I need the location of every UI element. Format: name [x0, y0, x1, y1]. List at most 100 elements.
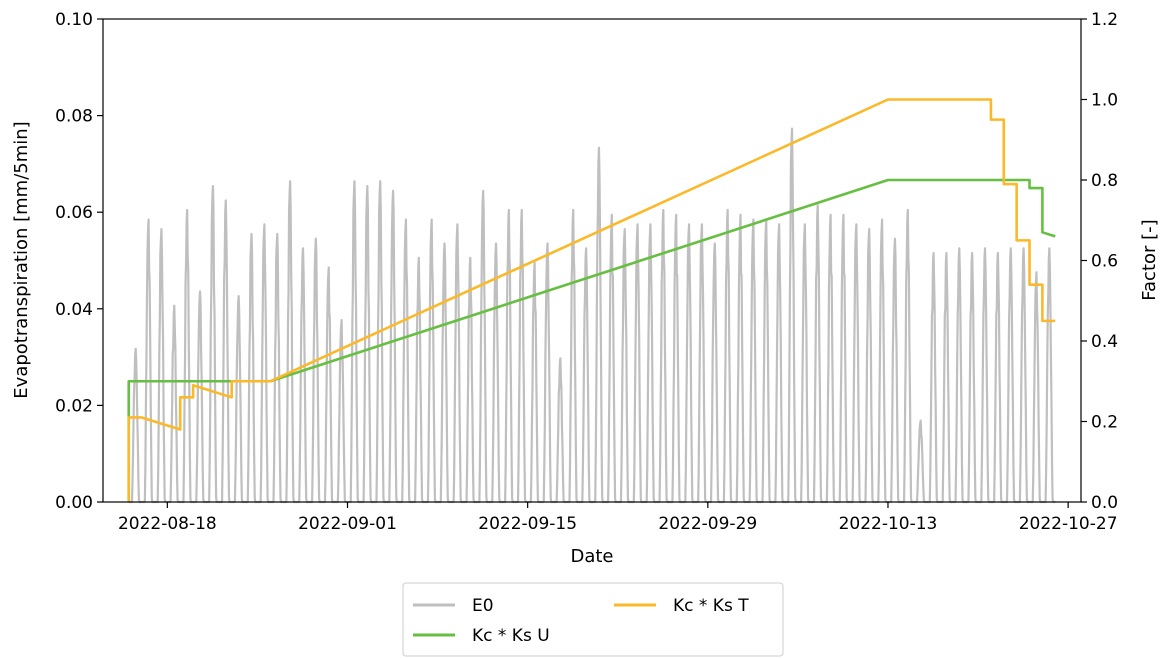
e0-day-cycle — [385, 189, 400, 504]
x-tick-label: 2022-10-13 — [839, 514, 938, 534]
y2-tick-label: 1.2 — [1091, 10, 1118, 30]
x-tick-label: 2022-09-01 — [298, 514, 397, 534]
y-tick-label: 0.04 — [55, 300, 93, 320]
e0-day-cycle — [591, 146, 606, 504]
e0-day-cycle — [951, 247, 966, 504]
e0-day-cycle — [630, 223, 645, 504]
e0-day-cycle — [707, 242, 722, 504]
e0-day-cycle — [810, 204, 825, 504]
e0-day-cycle — [321, 266, 336, 504]
e0-day-cycle — [758, 218, 773, 504]
e0-day-cycle — [308, 237, 323, 504]
e0-day-cycle — [874, 218, 889, 504]
y-tick-label: 0.02 — [55, 396, 93, 416]
legend-e0-label: E0 — [472, 596, 494, 616]
e0-day-cycle — [153, 228, 168, 504]
e0-day-cycle — [514, 208, 529, 504]
e0-day-cycle — [642, 223, 657, 504]
e0-day-cycle — [977, 247, 992, 504]
y-tick-label: 0.10 — [55, 10, 93, 30]
e0-day-cycle — [475, 189, 490, 504]
kc-ks-u-line — [127, 178, 1056, 502]
e0-day-cycle — [938, 251, 953, 504]
x-tick-label: 2022-08-18 — [118, 514, 217, 534]
e0-day-cycle — [887, 237, 902, 504]
e0-day-cycle — [449, 223, 464, 504]
e0-series — [128, 127, 1056, 504]
e0-day-cycle — [141, 218, 156, 504]
e0-day-cycle — [179, 208, 194, 504]
e0-day-cycle — [372, 180, 387, 504]
e0-day-cycle — [231, 295, 246, 504]
e0-day-cycle — [462, 256, 477, 504]
y-axis-right: 0.0 0.2 0.4 0.6 0.8 1.0 1.2 — [1081, 10, 1118, 513]
e0-day-cycle — [732, 213, 747, 504]
y2-tick-label: 0.6 — [1091, 252, 1118, 272]
e0-day-cycle — [565, 208, 580, 504]
legend: E0 Kc * Ks U Kc * Ks T — [402, 582, 784, 657]
legend-t-label: Kc * Ks T — [673, 596, 749, 616]
e0-day-cycle — [488, 242, 503, 504]
e0-day-cycle — [256, 223, 271, 504]
e0-day-cycle — [823, 213, 838, 504]
e0-day-cycle — [269, 232, 284, 504]
e0-day-cycle — [913, 419, 928, 504]
kc-ks-t-series — [127, 98, 1056, 502]
legend-box — [402, 582, 784, 657]
e0-day-cycle — [604, 213, 619, 504]
e0-day-cycle — [205, 184, 220, 504]
e0-day-cycle — [501, 208, 516, 504]
e0-day-cycle — [527, 261, 542, 504]
y2-tick-label: 1.0 — [1091, 91, 1118, 111]
e0-day-cycle — [578, 247, 593, 504]
e0-day-cycle — [694, 223, 709, 504]
y2-tick-label: 0.4 — [1091, 332, 1118, 352]
kc-ks-t-line — [127, 98, 1056, 502]
x-axis-title: Date — [570, 546, 613, 567]
x-tick-label: 2022-09-15 — [478, 514, 577, 534]
e0-day-cycle — [745, 218, 760, 504]
kc-ks-u-series — [127, 178, 1056, 502]
e0-day-cycle — [437, 242, 452, 504]
e0-day-cycle — [990, 251, 1005, 504]
legend-u-label: Kc * Ks U — [472, 626, 550, 646]
e0-day-cycle — [282, 180, 297, 504]
y2-tick-label: 0.0 — [1091, 493, 1118, 513]
e0-day-cycle — [797, 223, 812, 504]
e0-day-cycle — [359, 184, 374, 504]
y-tick-label: 0.00 — [55, 493, 93, 513]
e0-day-cycle — [424, 218, 439, 504]
y2-axis-title: Factor [-] — [1139, 219, 1160, 300]
e0-day-cycle — [964, 251, 979, 504]
e0-day-cycle — [411, 256, 426, 504]
e0-day-cycle — [192, 290, 207, 504]
e0-day-cycle — [771, 223, 786, 504]
e0-day-cycle — [1028, 271, 1043, 504]
x-tick-label: 2022-09-29 — [658, 514, 757, 534]
e0-day-cycle — [166, 304, 181, 504]
e0-day-cycle — [398, 218, 413, 504]
e0-day-cycle — [835, 213, 850, 504]
e0-day-cycle — [539, 242, 554, 504]
e0-day-cycle — [848, 223, 863, 504]
e0-day-cycle — [218, 199, 233, 504]
e0-day-cycle — [900, 208, 915, 504]
e0-day-cycle — [295, 247, 310, 504]
e0-day-cycle — [1041, 247, 1056, 504]
y2-tick-label: 0.2 — [1091, 413, 1118, 433]
e0-day-cycle — [668, 213, 683, 504]
e0-day-cycle — [861, 228, 876, 504]
y-tick-label: 0.06 — [55, 203, 93, 223]
e0-day-cycle — [243, 232, 258, 504]
y-axis-left: 0.00 0.02 0.04 0.06 0.08 0.10 — [55, 10, 103, 513]
y-tick-label: 0.08 — [55, 107, 93, 127]
x-axis: 2022-08-18 2022-09-01 2022-09-15 2022-09-29… — [118, 502, 1118, 534]
e0-day-cycle — [784, 127, 799, 504]
e0-day-cycle — [720, 208, 735, 504]
e0-day-cycle — [128, 347, 143, 504]
e0-day-cycle — [681, 223, 696, 504]
x-tick-label: 2022-10-27 — [1019, 514, 1118, 534]
e0-day-cycle — [926, 251, 941, 504]
y-axis-title: Evapotranspiration [mm/5min] — [11, 121, 32, 398]
